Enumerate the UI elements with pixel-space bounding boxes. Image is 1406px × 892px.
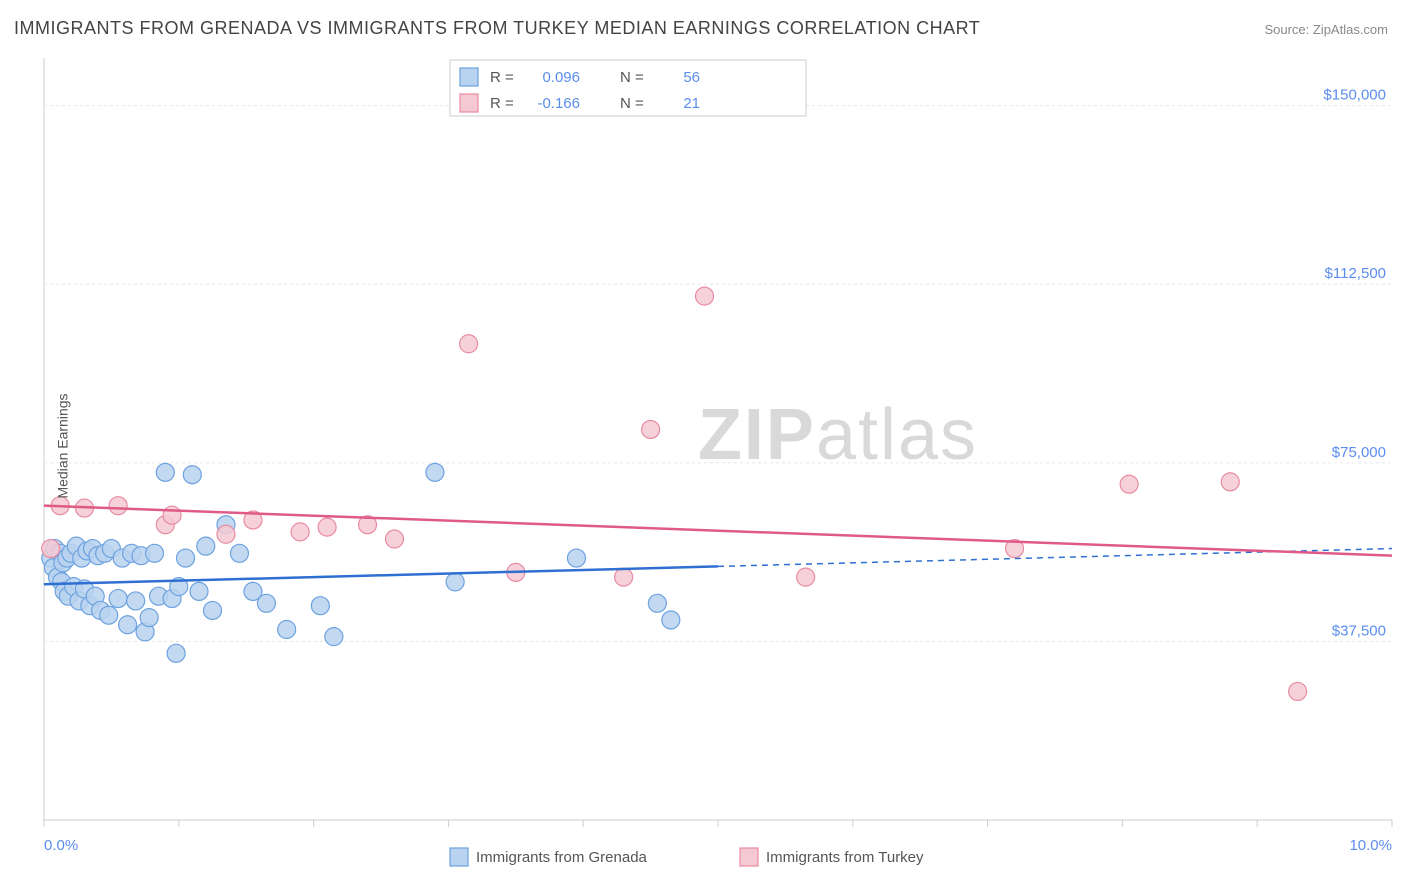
source-attribution: Source: ZipAtlas.com: [1264, 22, 1388, 37]
data-point-grenada: [197, 537, 215, 555]
data-point-grenada: [311, 597, 329, 615]
data-point-turkey: [1221, 473, 1239, 491]
data-point-grenada: [177, 549, 195, 567]
y-tick-label: $112,500: [1325, 265, 1386, 282]
data-point-turkey: [385, 530, 403, 548]
correlation-scatter-chart: $37,500 $75,000 $112,500 $150,000 0.0% 10.0% Z…: [0, 0, 1406, 892]
y-tick-label: $150,000: [1323, 87, 1386, 104]
y-tick-label: $75,000: [1332, 444, 1386, 461]
data-point-turkey: [291, 523, 309, 541]
legend-swatch-grenada: [450, 848, 468, 866]
data-point-grenada: [183, 466, 201, 484]
data-point-grenada: [325, 628, 343, 646]
data-point-turkey: [318, 518, 336, 536]
y-axis-label: Median Earnings: [55, 393, 71, 498]
source-name: ZipAtlas.com: [1313, 22, 1388, 37]
stats-n-label: N =: [620, 95, 644, 112]
data-point-grenada: [278, 621, 296, 639]
data-point-grenada: [127, 592, 145, 610]
stats-r-value: -0.166: [537, 95, 580, 112]
data-point-turkey: [163, 506, 181, 524]
stats-n-value: 56: [683, 69, 700, 86]
data-point-grenada: [662, 611, 680, 629]
data-point-grenada: [230, 544, 248, 562]
stats-n-value: 21: [683, 95, 700, 112]
x-tick-label: 10.0%: [1349, 837, 1392, 854]
data-point-turkey: [42, 540, 60, 558]
data-point-grenada: [190, 582, 208, 600]
data-point-turkey: [642, 420, 660, 438]
stats-r-label: R =: [490, 69, 514, 86]
data-point-grenada: [156, 463, 174, 481]
data-point-turkey: [696, 287, 714, 305]
data-point-grenada: [567, 549, 585, 567]
data-point-grenada: [648, 594, 666, 612]
data-point-grenada: [146, 544, 164, 562]
data-point-grenada: [204, 601, 222, 619]
data-point-turkey: [109, 497, 127, 515]
data-point-grenada: [100, 606, 118, 624]
stats-swatch-turkey: [460, 94, 478, 112]
watermark: ZIPatlas: [698, 395, 978, 475]
y-tick-label: $37,500: [1332, 622, 1386, 639]
data-point-grenada: [109, 590, 127, 608]
legend-swatch-turkey: [740, 848, 758, 866]
legend-label-grenada: Immigrants from Grenada: [476, 849, 648, 866]
data-point-grenada: [257, 594, 275, 612]
chart-title: IMMIGRANTS FROM GRENADA VS IMMIGRANTS FR…: [14, 18, 980, 39]
stats-r-value: 0.096: [542, 69, 580, 86]
data-point-grenada: [119, 616, 137, 634]
legend-label-turkey: Immigrants from Turkey: [766, 849, 924, 866]
data-point-grenada: [426, 463, 444, 481]
data-point-turkey: [217, 525, 235, 543]
data-point-grenada: [446, 573, 464, 591]
data-point-turkey: [615, 568, 633, 586]
data-point-turkey: [797, 568, 815, 586]
data-point-turkey: [1120, 475, 1138, 493]
source-label: Source:: [1264, 22, 1312, 37]
stats-r-label: R =: [490, 95, 514, 112]
x-tick-label: 0.0%: [44, 837, 78, 854]
stats-swatch-grenada: [460, 68, 478, 86]
data-point-turkey: [1289, 682, 1307, 700]
data-point-grenada: [140, 609, 158, 627]
data-point-grenada: [167, 644, 185, 662]
data-point-turkey: [460, 335, 478, 353]
stats-n-label: N =: [620, 69, 644, 86]
